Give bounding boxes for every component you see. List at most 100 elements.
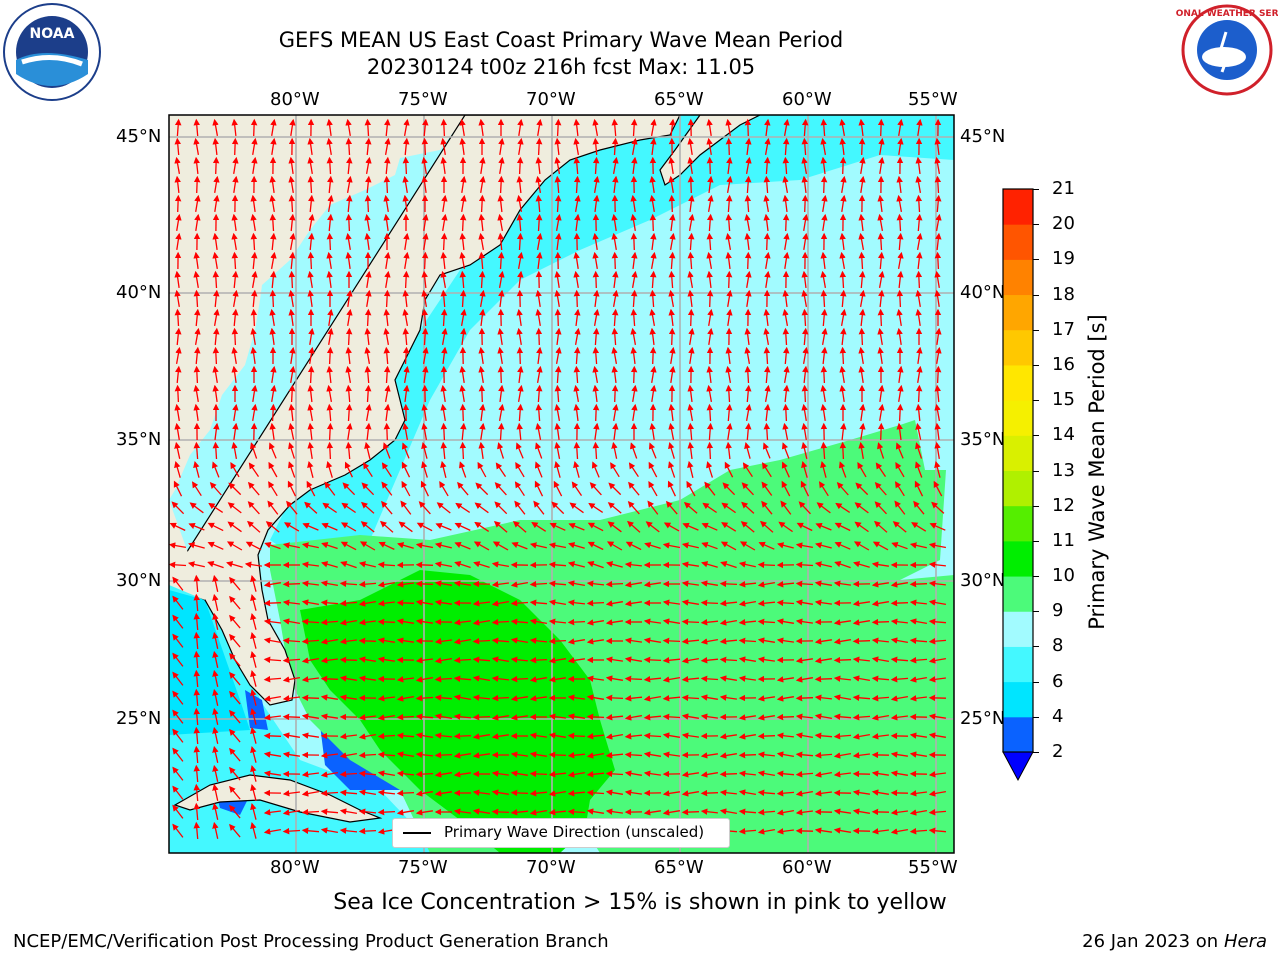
lon-label-bottom-60w: 60°W <box>782 857 832 878</box>
colorbar-block <box>1003 365 1033 401</box>
wave-arrow <box>493 698 509 699</box>
colorbar-block <box>1003 471 1033 507</box>
wave-arrow <box>588 717 604 718</box>
wave-arrow <box>911 584 927 585</box>
wave-arrow <box>938 367 939 383</box>
wave-arrow <box>778 717 794 718</box>
wave-arrow <box>748 120 749 136</box>
colorbar-tick-label: 15 <box>1052 389 1075 410</box>
lon-label-bottom-65w: 65°W <box>654 857 704 878</box>
wave-arrow <box>406 158 407 174</box>
colorbar-label: Primary Wave Mean Period [s] <box>1085 314 1109 630</box>
lat-label-left-45n: 45°N <box>116 126 161 147</box>
colorbar-tick <box>1033 295 1039 296</box>
wave-arrow <box>368 310 369 326</box>
wave-arrow <box>900 405 901 421</box>
wave-arrow <box>710 158 711 174</box>
wave-arrow <box>816 679 832 680</box>
wave-arrow <box>425 253 426 269</box>
wave-arrow <box>805 196 806 212</box>
wave-arrow <box>626 679 642 680</box>
wave-arrow <box>577 291 578 307</box>
wave-arrow <box>330 348 331 364</box>
wave-arrow <box>360 831 376 832</box>
wave-arrow <box>322 679 338 680</box>
wave-arrow <box>501 177 502 193</box>
wave-arrow <box>691 310 692 326</box>
wave-arrow <box>379 622 395 623</box>
wave-arrow <box>843 158 844 174</box>
lon-label-top-65w: 65°W <box>654 89 704 110</box>
wave-arrow <box>672 329 673 345</box>
wave-arrow <box>265 736 281 737</box>
colorbar-tick <box>1033 611 1039 612</box>
colorbar-tick-label: 9 <box>1052 600 1063 621</box>
colorbar-tick <box>1033 471 1039 472</box>
wave-arrow <box>862 139 863 155</box>
colorbar-tick-label: 14 <box>1052 424 1075 445</box>
wave-arrow <box>672 196 673 212</box>
wave-arrow <box>938 253 939 269</box>
wave-arrow <box>216 158 217 174</box>
wave-arrow <box>729 272 730 288</box>
lat-label-left-40n: 40°N <box>116 282 161 303</box>
wave-arrow <box>919 386 920 402</box>
wave-arrow <box>748 253 749 269</box>
wave-arrow <box>531 660 547 661</box>
wave-arrow <box>759 565 775 566</box>
wave-arrow <box>596 405 597 421</box>
wave-arrow <box>786 405 787 421</box>
wave-arrow <box>482 386 483 402</box>
wave-arrow <box>493 812 509 813</box>
legend-label: Primary Wave Direction (unscaled) <box>444 823 704 841</box>
colorbar-block <box>1003 259 1033 295</box>
wave-arrow <box>702 603 718 604</box>
colorbar <box>995 180 1055 790</box>
wave-arrow <box>482 196 483 212</box>
colorbar-tick <box>1033 646 1039 647</box>
wave-arrow <box>330 424 331 440</box>
colorbar-tick <box>1033 365 1039 366</box>
wave-arrow <box>417 565 433 566</box>
colorbar-block <box>1003 330 1033 366</box>
wave-arrow <box>653 348 654 364</box>
wave-arrow <box>235 139 236 155</box>
wave-arrow <box>444 424 445 440</box>
colorbar-tick-label: 4 <box>1052 706 1063 727</box>
wave-arrow <box>653 215 654 231</box>
colorbar-tick-label: 10 <box>1052 565 1075 586</box>
colorbar-block <box>1003 717 1033 753</box>
colorbar-tick-label: 12 <box>1052 495 1075 516</box>
colorbar-tick-label: 6 <box>1052 671 1063 692</box>
wave-arrow <box>360 641 376 642</box>
wave-arrow <box>843 443 844 459</box>
colorbar-block <box>1003 646 1033 682</box>
wave-arrow <box>463 405 464 421</box>
wave-arrow <box>349 215 350 231</box>
wave-arrow <box>178 196 179 212</box>
colorbar-block <box>1003 541 1033 577</box>
sea-ice-note: Sea Ice Concentration > 15% is shown in … <box>0 890 1280 915</box>
wave-arrow <box>539 329 540 345</box>
wave-arrow <box>444 234 445 250</box>
wave-arrow <box>588 603 604 604</box>
colorbar-tick <box>1033 400 1039 401</box>
wave-arrow <box>463 215 464 231</box>
wave-arrow <box>387 177 388 193</box>
wave-arrow <box>444 120 445 136</box>
wave-arrow <box>197 367 198 383</box>
wave-arrow <box>178 386 179 402</box>
wave-arrow <box>558 310 559 326</box>
wave-arrow <box>607 584 623 585</box>
wave-arrow <box>398 793 414 794</box>
colorbar-tick-label: 11 <box>1052 530 1075 551</box>
wave-arrow <box>387 424 388 440</box>
wave-arrow <box>721 584 737 585</box>
wave-arrow <box>368 196 369 212</box>
wave-arrow <box>341 660 357 661</box>
colorbar-block <box>1003 400 1033 436</box>
lat-label-right-45n: 45°N <box>960 126 1005 147</box>
colorbar-tick-label: 18 <box>1052 284 1075 305</box>
colorbar-under-triangle <box>1003 752 1033 780</box>
lat-label-left-35n: 35°N <box>116 429 161 450</box>
